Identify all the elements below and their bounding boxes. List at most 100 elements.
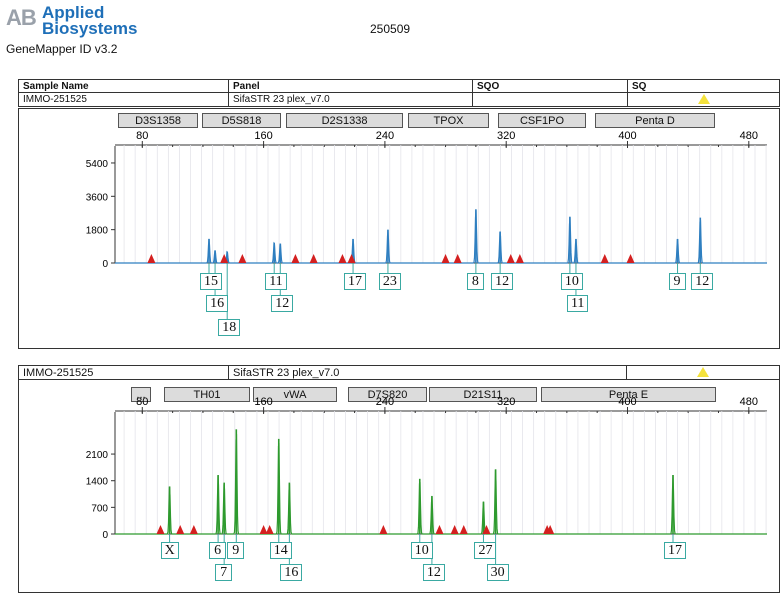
size-standard-marker bbox=[626, 254, 635, 263]
x-tick-label: 240 bbox=[376, 130, 394, 142]
x-tick-label: 240 bbox=[376, 396, 394, 408]
allele-call-label[interactable]: 9 bbox=[227, 542, 245, 559]
allele-call-label[interactable]: 17 bbox=[344, 273, 367, 290]
size-standard-marker bbox=[546, 525, 555, 534]
allele-call-label[interactable]: 12 bbox=[491, 273, 514, 290]
brand-line-2: Biosystems bbox=[42, 19, 138, 38]
lower-sq-flag-icon bbox=[697, 367, 709, 377]
software-version: GeneMapper ID v3.2 bbox=[6, 42, 118, 56]
size-standard-marker bbox=[453, 254, 462, 263]
run-id: 250509 bbox=[370, 22, 411, 36]
allele-call-label[interactable]: 15 bbox=[200, 273, 222, 290]
allele-call-label[interactable]: 27 bbox=[474, 542, 497, 559]
lower-sample-header: IMMO-251525 SifaSTR 23 plex_v7.0 bbox=[19, 366, 779, 380]
marker-vwa[interactable]: vWA bbox=[253, 387, 337, 402]
x-tick-label: 320 bbox=[497, 396, 515, 408]
x-tick-label: 480 bbox=[740, 396, 758, 408]
x-tick-label: 400 bbox=[618, 396, 636, 408]
brand-line-1: Applied bbox=[42, 3, 105, 22]
marker-d3s1358[interactable]: D3S1358 bbox=[118, 113, 198, 128]
size-standard-marker bbox=[379, 525, 388, 534]
x-tick-label: 320 bbox=[497, 130, 515, 142]
allele-call-label[interactable]: 12 bbox=[691, 273, 714, 290]
allele-call-label[interactable]: 12 bbox=[271, 295, 294, 312]
allele-call-label[interactable]: 8 bbox=[466, 273, 484, 290]
size-standard-marker bbox=[506, 254, 515, 263]
size-standard-marker bbox=[450, 525, 459, 534]
marker-d5s818[interactable]: D5S818 bbox=[202, 113, 281, 128]
green-dye-panel: IMMO-251525 SifaSTR 23 plex_v7.0 ... TH0… bbox=[18, 365, 780, 593]
x-tick-label: 80 bbox=[136, 130, 148, 142]
y-tick-label: 5400 bbox=[86, 159, 109, 170]
marker-d21s11[interactable]: D21S11 bbox=[429, 387, 537, 402]
allele-call-label[interactable]: 10 bbox=[410, 542, 433, 559]
size-standard-marker bbox=[435, 525, 444, 534]
lower-sample-name: IMMO-251525 bbox=[19, 366, 229, 380]
allele-call-label[interactable]: 18 bbox=[218, 319, 241, 336]
allele-call-label[interactable]: 14 bbox=[269, 542, 292, 559]
sample-table-header-row: Sample Name Panel SQO SQ bbox=[19, 80, 779, 93]
sq-cell bbox=[628, 93, 781, 106]
marker-csf1po[interactable]: CSF1PO bbox=[498, 113, 586, 128]
size-standard-marker bbox=[220, 254, 229, 263]
blue-dye-panel: D3S1358 D5S818 D2S1338 TPOX CSF1PO Penta… bbox=[18, 108, 780, 349]
lower-sq-cell bbox=[627, 366, 779, 380]
y-tick-label: 2100 bbox=[86, 450, 109, 461]
y-tick-label: 1800 bbox=[86, 226, 109, 237]
marker-th01[interactable]: TH01 bbox=[164, 387, 250, 402]
x-tick-label: 160 bbox=[254, 396, 272, 408]
size-standard-marker bbox=[338, 254, 347, 263]
lower-panel-name: SifaSTR 23 plex_v7.0 bbox=[229, 366, 627, 380]
allele-call-label[interactable]: 7 bbox=[215, 564, 233, 581]
sq-flag-icon bbox=[698, 94, 710, 104]
allele-call-label[interactable]: 6 bbox=[209, 542, 227, 559]
col-sqo: SQO bbox=[473, 80, 628, 93]
allele-call-label[interactable]: 12 bbox=[422, 564, 445, 581]
y-tick-label: 3600 bbox=[86, 192, 109, 203]
allele-call-label[interactable]: 16 bbox=[206, 295, 229, 312]
x-tick-label: 400 bbox=[618, 130, 636, 142]
applied-biosystems-logo: AB Applied Biosystems bbox=[6, 3, 166, 43]
blue-electropherogram: 80 160 240 320 400 480 5400 3600 1800 0 bbox=[86, 130, 767, 319]
allele-call-label[interactable]: 17 bbox=[663, 542, 686, 559]
sqo-cell bbox=[473, 93, 628, 106]
size-standard-marker bbox=[482, 525, 491, 534]
size-standard-marker bbox=[238, 254, 247, 263]
size-standard-marker bbox=[156, 525, 165, 534]
panel-cell: SifaSTR 23 plex_v7.0 bbox=[229, 93, 473, 106]
size-standard-marker bbox=[347, 254, 356, 263]
size-standard-marker bbox=[441, 254, 450, 263]
marker-d2s1338[interactable]: D2S1338 bbox=[286, 113, 403, 128]
col-sq: SQ bbox=[632, 81, 647, 92]
allele-call-label[interactable]: 11 bbox=[566, 295, 589, 312]
x-tick-label: 80 bbox=[136, 396, 148, 408]
size-standard-marker bbox=[189, 525, 198, 534]
size-standard-marker bbox=[259, 525, 268, 534]
size-standard-marker bbox=[147, 254, 156, 263]
size-standard-marker bbox=[309, 254, 318, 263]
sample-name-cell: IMMO-251525 bbox=[19, 93, 229, 106]
allele-call-label[interactable]: 23 bbox=[378, 273, 401, 290]
sample-info-table: Sample Name Panel SQO SQ IMMO-251525 Sif… bbox=[18, 79, 780, 107]
size-standard-marker bbox=[600, 254, 609, 263]
marker-penta-e[interactable]: Penta E bbox=[541, 387, 716, 402]
col-panel: Panel bbox=[229, 80, 473, 93]
allele-call-label[interactable]: 10 bbox=[560, 273, 583, 290]
y-tick-label: 0 bbox=[102, 530, 108, 541]
allele-call-label[interactable]: 11 bbox=[265, 273, 287, 290]
allele-call-label[interactable]: 9 bbox=[668, 273, 686, 290]
allele-call-label[interactable]: 16 bbox=[280, 564, 303, 581]
size-standard-marker bbox=[265, 525, 274, 534]
marker-tpox[interactable]: TPOX bbox=[408, 113, 489, 128]
y-tick-label: 0 bbox=[102, 259, 108, 270]
size-standard-marker bbox=[291, 254, 300, 263]
marker-penta-d[interactable]: Penta D bbox=[595, 113, 715, 128]
marker-d7s820[interactable]: D7S820 bbox=[348, 387, 427, 402]
sample-table-row: IMMO-251525 SifaSTR 23 plex_v7.0 bbox=[19, 93, 779, 106]
green-electropherogram: 80 160 240 320 400 480 2100 1400 700 0 bbox=[86, 396, 767, 564]
marker-more[interactable]: ... bbox=[131, 387, 151, 402]
y-tick-label: 1400 bbox=[86, 477, 109, 488]
size-standard-marker bbox=[459, 525, 468, 534]
allele-call-label[interactable]: X bbox=[160, 542, 179, 559]
allele-call-label[interactable]: 30 bbox=[486, 564, 509, 581]
